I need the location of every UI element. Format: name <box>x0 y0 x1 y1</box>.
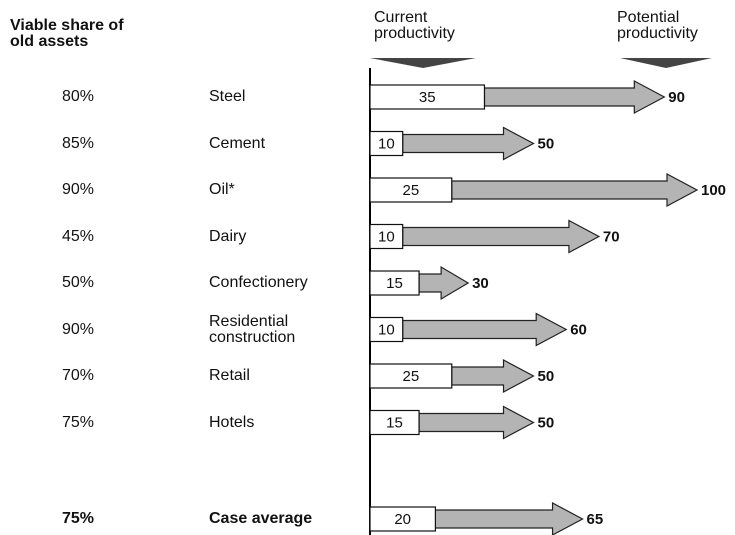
potential-label: 70 <box>603 228 620 245</box>
share-label: 75% <box>62 413 95 431</box>
current-label: 10 <box>378 135 395 152</box>
current-label: 15 <box>386 275 403 292</box>
potential-label: 100 <box>701 182 726 199</box>
current-box <box>369 506 437 532</box>
current-label: 15 <box>386 414 403 431</box>
legend-current: Current productivity <box>374 9 455 42</box>
header-wedge <box>370 58 476 68</box>
potential-arrow <box>451 359 535 393</box>
potential-label: 50 <box>538 135 555 152</box>
category-label: Oil* <box>209 181 235 198</box>
current-label: 25 <box>403 368 420 385</box>
current-label: 10 <box>378 321 395 338</box>
current-box <box>369 223 404 250</box>
current-box <box>369 316 404 343</box>
potential-label: 50 <box>538 368 555 385</box>
current-label: 25 <box>403 182 420 199</box>
legend-potential: Potential productivity <box>617 9 698 42</box>
current-label: 20 <box>394 511 411 528</box>
potential-arrow <box>402 126 535 161</box>
potential-arrow <box>402 219 601 254</box>
header-wedge <box>620 58 712 68</box>
potential-arrow <box>418 405 535 440</box>
share-label: 90% <box>62 181 95 198</box>
category-label: Cement <box>209 134 266 152</box>
current-label: 35 <box>419 89 436 106</box>
potential-label: 30 <box>472 275 489 292</box>
current-box <box>369 177 453 203</box>
share-label: 85% <box>62 134 95 152</box>
category-label: Steel <box>209 88 246 105</box>
share-label: 75% <box>62 510 95 527</box>
potential-label: 90 <box>668 89 685 106</box>
category-label: Case average <box>209 510 313 527</box>
potential-label: 50 <box>538 414 555 431</box>
category-label: Dairy <box>209 227 247 245</box>
share-label: 80% <box>62 88 95 105</box>
share-label: 45% <box>62 227 95 245</box>
current-box <box>369 363 453 389</box>
potential-label: 60 <box>570 321 587 338</box>
category-label: Hotels <box>209 413 255 431</box>
current-box <box>369 84 486 110</box>
category-label: Residential construction <box>209 312 296 346</box>
category-label: Retail <box>209 367 250 384</box>
potential-arrow <box>451 173 699 207</box>
current-box <box>369 130 404 157</box>
potential-label: 65 <box>587 511 604 528</box>
share-label: 70% <box>62 367 95 384</box>
share-label: 50% <box>62 274 95 291</box>
share-label: 90% <box>62 320 95 338</box>
potential-arrow <box>402 312 568 347</box>
current-box <box>369 270 420 296</box>
category-label: Confectionery <box>209 274 308 291</box>
potential-arrow <box>483 80 666 114</box>
potential-arrow <box>418 265 470 301</box>
share-header: Viable share of old assets <box>10 17 124 50</box>
current-label: 10 <box>378 228 395 245</box>
current-box <box>369 409 420 436</box>
potential-arrow <box>434 502 584 535</box>
